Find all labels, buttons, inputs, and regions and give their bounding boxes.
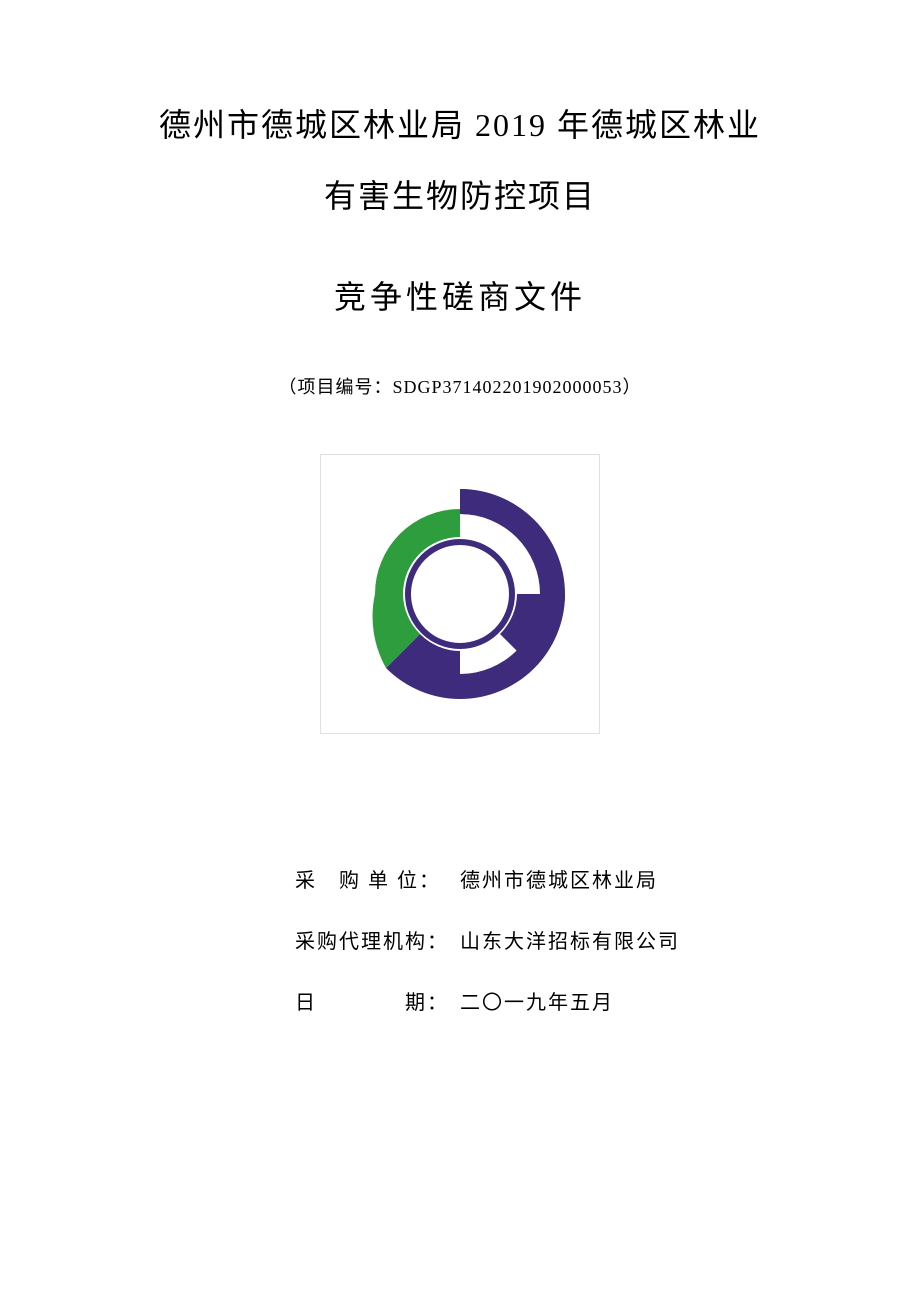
purchaser-label: 采 购 单 位：: [295, 864, 460, 893]
date-label: 日 期：: [295, 986, 460, 1015]
agency-label: 采购代理机构：: [295, 925, 460, 954]
info-section: 采 购 单 位： 德州市德城区林业局 采购代理机构： 山东大洋招标有限公司 日 …: [295, 864, 840, 1015]
title-line-2: 有害生物防控项目: [80, 171, 840, 222]
project-number: （项目编号：SDGP371402201902000053）: [80, 373, 840, 399]
document-page: 德州市德城区林业局 2019 年德城区林业 有害生物防控项目 竞争性磋商文件 （…: [0, 0, 920, 1302]
company-logo-icon: [335, 469, 585, 719]
date-row: 日 期： 二〇一九年五月: [295, 986, 840, 1015]
purchaser-value: 德州市德城区林业局: [460, 864, 840, 893]
purchaser-row: 采 购 单 位： 德州市德城区林业局: [295, 864, 840, 893]
agency-value: 山东大洋招标有限公司: [460, 925, 840, 954]
title-line-1: 德州市德城区林业局 2019 年德城区林业: [80, 100, 840, 151]
agency-row: 采购代理机构： 山东大洋招标有限公司: [295, 925, 840, 954]
date-value: 二〇一九年五月: [460, 986, 840, 1015]
logo-container: [80, 454, 840, 734]
document-subtitle: 竞争性磋商文件: [80, 272, 840, 318]
logo-box: [320, 454, 600, 734]
